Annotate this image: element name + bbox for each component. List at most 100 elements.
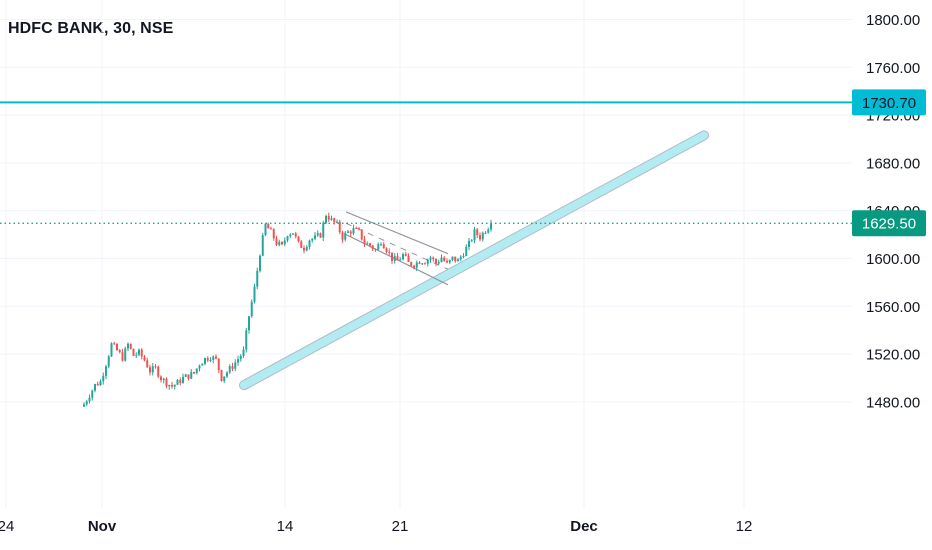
candle-body bbox=[209, 360, 212, 362]
candle-body bbox=[286, 236, 289, 241]
candle-body bbox=[382, 244, 385, 249]
candle-body bbox=[462, 255, 465, 257]
candle-body bbox=[435, 259, 437, 264]
x-tick-label: Dec bbox=[570, 518, 598, 535]
candle-body bbox=[270, 228, 272, 230]
candle-body bbox=[278, 241, 281, 245]
candle-body bbox=[118, 350, 121, 353]
candle-body bbox=[468, 240, 470, 247]
x-tick-label: 12 bbox=[736, 518, 753, 535]
resistance-price-label: 1730.70 bbox=[862, 95, 916, 112]
candle-body bbox=[151, 366, 154, 373]
candle-body bbox=[292, 233, 294, 235]
candle-body bbox=[204, 357, 206, 364]
x-tick-label: Nov bbox=[88, 518, 117, 535]
candle-body bbox=[256, 270, 259, 287]
candle-body bbox=[385, 248, 388, 252]
candle-body bbox=[413, 265, 415, 268]
candle-body bbox=[206, 357, 209, 361]
candle-body bbox=[393, 256, 396, 261]
candle-body bbox=[259, 255, 261, 271]
candle-body bbox=[371, 245, 374, 250]
candle-body bbox=[355, 227, 358, 229]
candle-body bbox=[440, 257, 443, 263]
candle-body bbox=[336, 221, 338, 223]
candle-body bbox=[377, 244, 380, 250]
candle-body bbox=[220, 370, 223, 381]
candle-body bbox=[476, 229, 479, 236]
candle-body bbox=[490, 223, 492, 230]
trendline-support[interactable] bbox=[240, 131, 708, 390]
candle-body bbox=[239, 355, 242, 360]
candle-body bbox=[182, 376, 184, 383]
y-tick-label: 1600.00 bbox=[866, 251, 920, 268]
candle-body bbox=[248, 316, 250, 331]
candle-body bbox=[198, 365, 201, 369]
candle-body bbox=[212, 356, 215, 361]
candle-body bbox=[154, 366, 157, 368]
candle-body bbox=[234, 362, 237, 369]
candle-body bbox=[184, 374, 187, 377]
candle-body bbox=[91, 390, 94, 398]
last-price-tag bbox=[852, 210, 926, 237]
candle-body bbox=[338, 221, 341, 233]
candle-body bbox=[352, 227, 355, 234]
candle-body bbox=[129, 343, 132, 349]
candle-body bbox=[289, 234, 292, 237]
candle-body bbox=[410, 261, 413, 266]
candle-body bbox=[451, 256, 454, 260]
y-tick-label: 1760.00 bbox=[866, 60, 920, 77]
candle-body bbox=[344, 232, 347, 240]
candle-body bbox=[484, 232, 487, 234]
candle-body bbox=[487, 229, 490, 233]
y-tick-label: 1560.00 bbox=[866, 299, 920, 316]
candle-body bbox=[459, 256, 462, 260]
candle-body bbox=[314, 235, 316, 239]
candle-body bbox=[415, 262, 418, 268]
candle-body bbox=[432, 257, 435, 260]
candle-body bbox=[275, 238, 278, 245]
channel-upper-line[interactable] bbox=[345, 211, 449, 255]
candle-body bbox=[173, 384, 176, 387]
candle-body bbox=[96, 384, 99, 386]
candle-body bbox=[437, 262, 440, 264]
candle-body bbox=[223, 376, 226, 381]
candle-body bbox=[429, 257, 432, 260]
candle-body bbox=[448, 259, 451, 263]
candle-body bbox=[281, 241, 283, 245]
candle-body bbox=[102, 375, 105, 382]
candle-body bbox=[388, 251, 391, 253]
candle-body bbox=[294, 233, 297, 237]
candle-body bbox=[231, 366, 234, 369]
candle-body bbox=[157, 366, 160, 377]
candle-body bbox=[138, 349, 140, 355]
candle-body bbox=[113, 343, 116, 345]
candle-body bbox=[140, 349, 143, 357]
candle-body bbox=[396, 256, 399, 261]
candle-body bbox=[94, 384, 96, 391]
candle-body bbox=[228, 366, 231, 373]
candle-body bbox=[330, 218, 333, 220]
candle-body bbox=[446, 260, 448, 263]
candle-body bbox=[195, 368, 198, 374]
candle-body bbox=[217, 358, 220, 371]
candle-body bbox=[305, 246, 308, 251]
candle-body bbox=[303, 247, 305, 251]
candle-body bbox=[297, 236, 300, 242]
candle-body bbox=[226, 372, 228, 377]
candle-body bbox=[300, 241, 303, 248]
candle-body bbox=[143, 356, 146, 361]
candle-body bbox=[121, 352, 124, 361]
candle-body bbox=[319, 233, 322, 238]
candle-body bbox=[107, 356, 110, 367]
candle-body bbox=[215, 356, 217, 359]
candle-body bbox=[327, 215, 330, 220]
candle-body bbox=[105, 366, 107, 376]
candle-body bbox=[261, 235, 264, 256]
candle-body bbox=[358, 228, 360, 230]
candle-body bbox=[418, 262, 421, 264]
candle-body bbox=[146, 360, 149, 368]
candle-body bbox=[333, 218, 336, 223]
